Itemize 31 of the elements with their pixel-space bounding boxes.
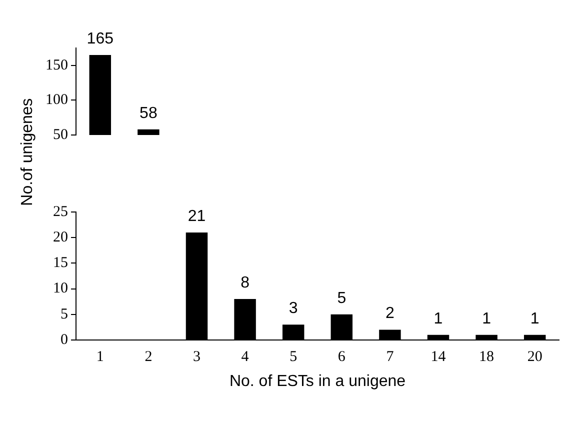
- x-tick-label: 1: [96, 348, 104, 365]
- x-tick-label: 3: [193, 348, 200, 365]
- data-label: 8: [240, 274, 250, 292]
- data-label: 5: [337, 290, 346, 307]
- data-label: 2: [385, 305, 394, 322]
- y-axis-title: No.of unigenes: [19, 97, 37, 208]
- data-label: 165: [86, 30, 114, 48]
- x-tick-label: 7: [386, 348, 394, 365]
- y-tick-label: 50: [53, 126, 68, 143]
- y-tick-label: 10: [53, 280, 68, 297]
- x-axis-title: No. of ESTs in a unigene: [229, 372, 406, 390]
- data-label: 1: [482, 310, 492, 328]
- data-label: 58: [140, 104, 158, 122]
- y-tick-label: 100: [46, 92, 68, 108]
- data-label: 21: [188, 208, 206, 225]
- x-tick-label: 14: [430, 348, 446, 365]
- y-tick-label: 15: [53, 255, 68, 272]
- x-tick-label: 2: [144, 348, 152, 365]
- y-tick-label: 25: [53, 204, 68, 220]
- x-tick-label: 4: [241, 348, 250, 365]
- x-tick-label: 6: [338, 348, 346, 365]
- y-tick-label: 20: [53, 230, 68, 246]
- y-tick-label: 150: [46, 57, 68, 74]
- x-tick-label: 18: [479, 348, 494, 365]
- data-label: 3: [288, 300, 298, 318]
- y-tick-label: 0: [60, 332, 68, 348]
- x-tick-label: 20: [527, 348, 542, 365]
- y-tick-label: 5: [60, 306, 68, 322]
- data-label: 1: [434, 310, 443, 328]
- data-label: 1: [530, 310, 540, 328]
- x-tick-label: 5: [290, 348, 298, 365]
